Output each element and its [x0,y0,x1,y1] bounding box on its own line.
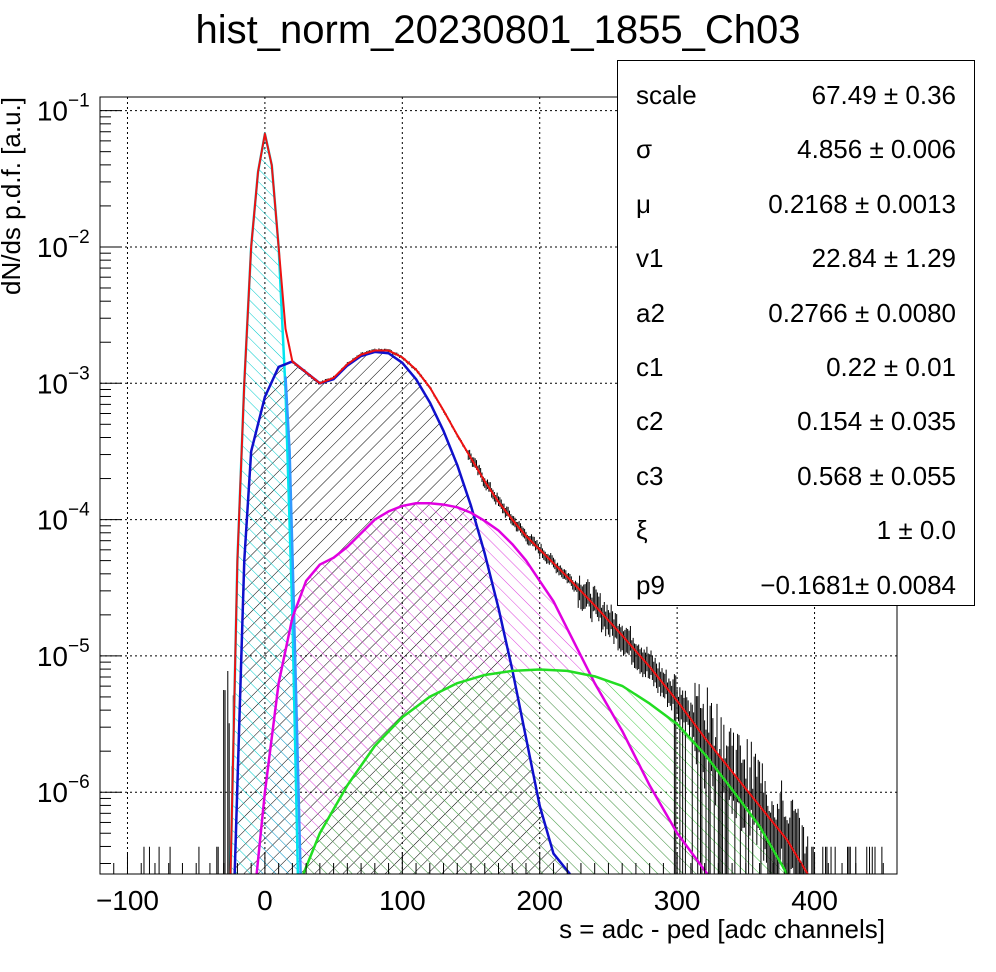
chart-title: hist_norm_20230801_1855_Ch03 [195,8,801,52]
y-tick-exponent: −4 [68,500,90,521]
stats-row: σ 4.856 ± 0.006 [618,121,974,175]
stats-param-value: 0.568 ± 0.055 [797,460,956,491]
stats-param-value: 67.49 ± 0.36 [811,80,956,110]
x-tick-label: 200 [516,885,563,916]
series-fill [303,669,788,874]
axis-ticks [99,110,898,874]
stats-param-value: 1 ± 0.0 [876,515,956,546]
fit-stats-box: scale 67.49 ± 0.36 σ 4.856 ± 0.006 μ 0.2168 ±… [617,60,975,606]
fit-curve-2 [233,350,571,874]
stats-param-name: c2 [636,406,664,437]
y-tick-exponent: −1 [68,91,90,112]
y-tick-exponent: −3 [68,363,90,384]
stats-param-name: c3 [636,460,664,491]
y-tick-label: 10 [37,96,68,127]
y-tick-label: 10 [37,368,68,399]
x-axis-label: s = adc - ped [adc channels] [559,914,885,944]
stats-param-name: μ [636,188,651,219]
y-tick-exponent: −2 [68,227,90,248]
stats-row: v1 22.84 ± 1.29 [618,230,974,284]
x-tick-label: −100 [96,885,159,916]
fit-curve-5 [229,132,809,874]
stats-param-value: 0.2766 ± 0.0080 [768,297,956,328]
stats-row: μ 0.2168 ± 0.0013 [618,176,974,230]
y-tick-exponent: −5 [68,636,90,657]
y-tick-label: 10 [37,777,68,808]
stats-param-name: ξ [636,515,648,546]
stats-param-name: v1 [636,243,664,274]
stats-row: c1 0.22 ± 0.01 [618,339,974,393]
y-tick-label: 10 [37,232,68,263]
stats-row: a2 0.2766 ± 0.0080 [618,285,974,339]
stats-param-value: 0.154 ± 0.035 [797,406,956,437]
fit-curve-4 [302,668,789,874]
x-tick-label: 0 [257,885,273,916]
y-axis-label: dN/ds p.d.f. [a.u.] [0,97,26,295]
y-tick-label: 10 [37,641,68,672]
fit-curve-1 [284,376,302,874]
fit-curve-3 [255,501,709,874]
x-tick-label: 400 [791,885,838,916]
x-tick-label: 100 [379,885,426,916]
stats-param-name: c1 [636,352,664,382]
stats-param-value: 0.2168 ± 0.0013 [768,188,956,219]
hatched-fills [230,133,788,874]
stats-param-value: −0.1681± 0.0084 [760,569,956,600]
stats-row: scale 67.49 ± 0.36 [618,67,974,121]
stats-param-name: a2 [636,297,665,328]
stats-param-name: p9 [636,569,665,600]
stats-param-value: 22.84 ± 1.29 [811,243,956,274]
x-tick-labels: −100 0 100 200 300 400 [96,885,838,916]
stats-row: p9 −0.1681± 0.0084 [618,557,974,611]
stats-row: c2 0.154 ± 0.035 [618,393,974,447]
stats-param-name: σ [636,134,653,165]
x-tick-label: 300 [654,885,701,916]
y-tick-labels: 10−610−510−410−310−210−1 [37,91,90,809]
stats-param-value: 4.856 ± 0.006 [797,134,956,165]
stats-param-name: scale [636,80,697,110]
stats-row: c3 0.568 ± 0.055 [618,448,974,502]
fit-curves [229,132,809,874]
stats-param-value: 0.22 ± 0.01 [826,352,956,382]
y-tick-label: 10 [37,505,68,536]
stats-row: ξ 1 ± 0.0 [618,502,974,556]
y-tick-exponent: −6 [68,772,90,793]
